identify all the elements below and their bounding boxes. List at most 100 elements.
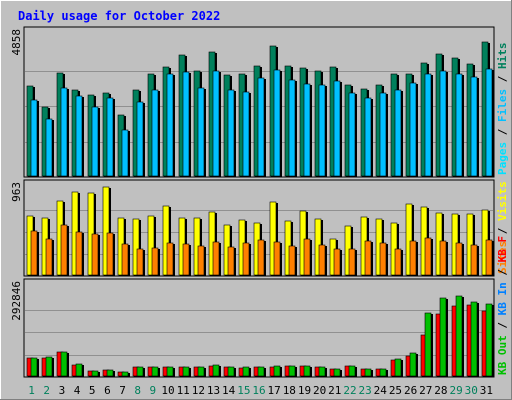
day-label-26: 26 [404, 384, 417, 397]
bar-visits-sites-14 [227, 246, 235, 276]
bar-hits-files-12 [197, 87, 205, 177]
bar-kbytes-kb-out-21 [333, 368, 341, 377]
bar-hits-files-30 [470, 76, 478, 177]
bar-kbytes-kb-out-27 [424, 312, 432, 377]
panel-kbytes: 292846 KB Out / KB In / KB F [10, 236, 509, 378]
bar-hits-files-17 [273, 69, 281, 177]
day-label-11: 11 [177, 384, 190, 397]
bar-visits-sites-15 [242, 242, 250, 276]
bar-hits-files-8 [136, 101, 144, 177]
day-label-1: 1 [28, 384, 35, 397]
bar-visits-sites-21 [333, 248, 341, 276]
bar-hits-files-19 [303, 83, 311, 177]
day-label-30: 30 [465, 384, 478, 397]
axis-label-visits: Visits [496, 181, 509, 221]
bar-hits-files-2 [45, 118, 53, 177]
bar-hits-files-9 [151, 89, 159, 177]
axis-label-hits: Hits [496, 43, 509, 70]
panel-visits: 963 Sites / Visits [10, 179, 509, 277]
bar-visits-sites-30 [470, 244, 478, 276]
bar-hits-files-4 [75, 95, 83, 177]
bar-visits-sites-31 [485, 239, 493, 276]
axis-label-sites: Sites [496, 241, 509, 274]
day-label-23: 23 [359, 384, 372, 397]
bar-hits-files-13 [212, 70, 220, 177]
bar-visits-sites-13 [212, 241, 220, 276]
bar-kbytes-kb-out-13 [212, 364, 220, 377]
bar-kbytes-kb-out-25 [394, 358, 402, 377]
bar-hits-files-18 [288, 79, 296, 177]
axis-label-text-visits: Sites / Visits [496, 181, 509, 274]
bar-kbytes-kb-out-11 [182, 366, 190, 377]
day-label-15: 15 [237, 384, 250, 397]
bar-kbytes-kb-out-28 [439, 297, 447, 377]
bar-hits-files-3 [60, 87, 68, 177]
day-label-18: 18 [283, 384, 296, 397]
bar-hits-files-20 [318, 84, 326, 177]
bar-hits-files-14 [227, 89, 235, 177]
axis-label-text-hits: Pages / Files / Hits [496, 43, 509, 176]
day-label-6: 6 [104, 384, 111, 397]
day-label-28: 28 [434, 384, 447, 397]
bar-visits-sites-18 [288, 245, 296, 276]
bar-visits-sites-17 [273, 241, 281, 276]
day-label-29: 29 [449, 384, 462, 397]
bar-kbytes-kb-out-5 [91, 370, 99, 377]
axis-label-kb-in: KB In [496, 282, 509, 315]
bar-hits-files-21 [333, 80, 341, 177]
bar-kbytes-kb-out-24 [379, 368, 387, 377]
bar-visits-sites-23 [364, 240, 372, 276]
bar-visits-visits-26 [405, 203, 413, 276]
bar-visits-sites-2 [45, 238, 53, 276]
bar-kbytes-kb-out-15 [242, 366, 250, 377]
bar-visits-sites-3 [60, 224, 68, 276]
bar-visits-sites-5 [91, 233, 99, 276]
bar-hits-files-10 [166, 73, 174, 177]
bar-visits-sites-6 [106, 232, 114, 276]
day-labels: 1 2 3 4 5 6 7 8 9 10 11 12 13 14 15 16 17 18 19 20 21 22 23 24 2… [28, 384, 493, 397]
day-label-7: 7 [119, 384, 126, 397]
bar-kbytes-kb-out-16 [257, 366, 265, 377]
bar-kbytes-kb-out-20 [318, 366, 326, 377]
bar-visits-sites-11 [182, 243, 190, 276]
bar-kbytes-kb-out-7 [121, 371, 129, 377]
bar-hits-files-22 [348, 92, 356, 177]
bar-kbytes-kb-out-6 [106, 369, 114, 377]
day-label-5: 5 [89, 384, 96, 397]
day-label-9: 9 [150, 384, 157, 397]
bar-visits-sites-8 [136, 248, 144, 276]
bar-visits-sites-26 [409, 240, 417, 276]
bar-visits-visits-8 [132, 218, 140, 276]
day-label-27: 27 [419, 384, 432, 397]
day-label-20: 20 [313, 384, 326, 397]
bar-visits-sites-10 [166, 242, 174, 276]
axis-labels-hits: Pages / Files / Hits [496, 43, 509, 176]
panel-hits: 4858 Pages / Files / Hits [10, 26, 509, 178]
bar-kbytes-kb-out-19 [303, 365, 311, 377]
bar-hits-files-6 [106, 97, 114, 177]
bar-hits-files-7 [121, 129, 129, 177]
bar-hits-files-24 [379, 92, 387, 177]
bar-visits-visits-17 [269, 201, 277, 276]
bar-hits-files-25 [394, 89, 402, 177]
bar-visits-sites-24 [379, 242, 387, 276]
day-label-31: 31 [480, 384, 493, 397]
bar-visits-sites-20 [318, 244, 326, 276]
bar-visits-sites-22 [348, 248, 356, 276]
bar-kbytes-kb-out-18 [288, 365, 296, 377]
bar-kbytes-kb-out-23 [364, 368, 372, 377]
day-label-14: 14 [222, 384, 236, 397]
bar-visits-sites-7 [121, 243, 129, 276]
bar-hits-files-27 [424, 73, 432, 177]
bar-visits-sites-19 [303, 238, 311, 276]
day-label-17: 17 [268, 384, 281, 397]
axis-label-kb-out: KB Out [496, 335, 509, 375]
bar-hits-files-15 [242, 91, 250, 177]
axis-label-kb-f: KB F [496, 236, 509, 263]
ymax-label-kbytes: 292846 [10, 281, 23, 321]
axis-labels-visits: Sites / Visits [496, 181, 509, 274]
bar-visits-sites-4 [75, 231, 83, 276]
ymax-label-hits: 4858 [10, 29, 23, 56]
chart-title: Daily usage for October 2022 [18, 9, 220, 23]
day-label-22: 22 [343, 384, 356, 397]
